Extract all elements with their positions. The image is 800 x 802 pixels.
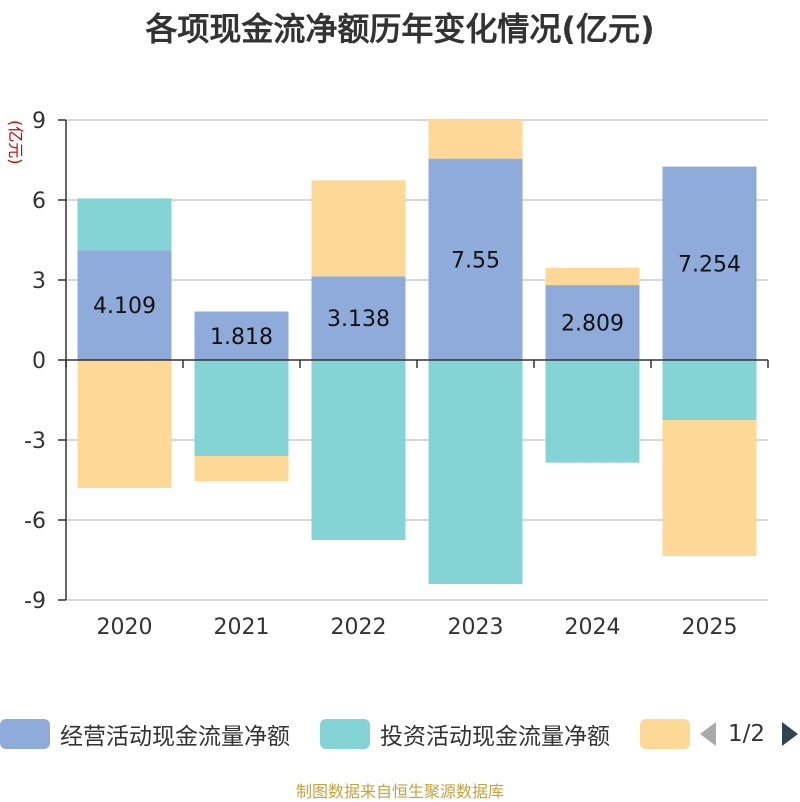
y-tick-label: 0 [32, 349, 46, 374]
legend-swatch-investing [320, 719, 370, 749]
bar-series1-2025 [662, 360, 757, 420]
bar-series2-2023 [428, 120, 523, 159]
x-tick-label-2023: 2023 [448, 615, 504, 640]
bar-series0-2020 [77, 250, 172, 360]
data-label-2024: 2.809 [561, 312, 624, 337]
data-label-2023: 7.55 [451, 248, 500, 273]
legend-swatch-operating [0, 719, 50, 749]
data-label-2020: 4.109 [93, 294, 156, 319]
legend-label-investing: 投资活动现金流量净额 [380, 724, 610, 750]
x-tick-label-2024: 2024 [565, 615, 621, 640]
y-tick-label: 3 [32, 269, 46, 294]
data-label-2022: 3.138 [327, 307, 390, 332]
y-tick-label: -9 [24, 589, 46, 614]
bar-series1-2024 [545, 360, 640, 463]
chart-title: 各项现金流净额历年变化情况(亿元) [145, 10, 655, 48]
bar-series0-2025 [662, 166, 757, 360]
bar-series0-2022 [311, 276, 406, 360]
data-label-2021: 1.818 [210, 325, 273, 350]
bar-series0-2024 [545, 285, 640, 360]
legend-page-indicator: 1/2 [728, 721, 766, 747]
bar-series2-2024 [545, 267, 640, 286]
bar-series1-2023 [428, 360, 523, 584]
x-tick-label-2021: 2021 [214, 615, 270, 640]
x-tick-label-2022: 2022 [331, 615, 387, 640]
legend-swatch-financing [640, 719, 690, 749]
bar-series2-2020 [77, 360, 172, 488]
legend-item-operating[interactable]: 经营活动现金流量净额 [0, 716, 290, 752]
bar-series0-2023 [428, 158, 523, 360]
bar-series1-2022 [311, 360, 406, 540]
chart-plot: 9 6 3 0 -3 -6 -9 (亿元) 4.109 1.818 3.138 7.55 2.809 7.… [6, 109, 769, 640]
y-tick-label: -6 [24, 509, 46, 534]
bar-series2-2022 [311, 180, 406, 277]
bar-series1-2020 [77, 198, 172, 251]
source-note: 制图数据来自恒生聚源数据库 [295, 782, 504, 801]
data-label-2025: 7.254 [678, 252, 741, 277]
legend-next-page-icon[interactable] [782, 722, 798, 746]
legend-item-financing[interactable] [640, 716, 690, 752]
legend-label-operating: 经营活动现金流量净额 [60, 724, 290, 750]
bar-series2-2025 [662, 420, 757, 556]
y-tick-label: 6 [32, 189, 46, 214]
bar-series2-2021 [194, 456, 289, 482]
y-tick-label: -3 [24, 429, 46, 454]
bar-series1-2021 [194, 360, 289, 456]
y-axis-title: (亿元) [6, 120, 25, 165]
x-tick-label-2025: 2025 [682, 615, 738, 640]
legend-prev-page-icon[interactable] [700, 722, 716, 746]
legend-item-investing[interactable]: 投资活动现金流量净额 [320, 716, 610, 752]
legend: 经营活动现金流量净额 投资活动现金流量净额 1/2 [0, 716, 800, 752]
x-tick-label-2020: 2020 [97, 615, 153, 640]
bar-series0-2021 [194, 311, 289, 360]
y-tick-label: 9 [32, 109, 46, 134]
